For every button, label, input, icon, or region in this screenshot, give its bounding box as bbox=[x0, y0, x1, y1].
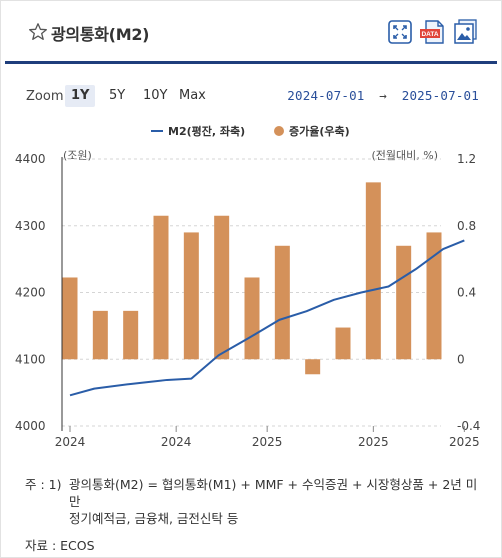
date-to[interactable]: 2025-07-01 bbox=[401, 88, 479, 103]
bar-growth bbox=[123, 310, 139, 360]
star-icon[interactable] bbox=[28, 22, 48, 42]
x-tick-label: 2025 bbox=[358, 435, 389, 449]
note-line-1: 광의통화(M2) = 협의통화(M1) + MMF + 수익증권 + 시장형상품… bbox=[69, 477, 478, 509]
bar-growth bbox=[426, 232, 442, 360]
bar-growth bbox=[244, 277, 260, 360]
series-line-m2 bbox=[69, 239, 465, 397]
source-text: 자료 : ECOS bbox=[25, 538, 95, 553]
image-download-icon bbox=[454, 19, 477, 44]
footnotes: 주 : 1) 광의통화(M2) = 협의통화(M1) + MMF + 수익증권 … bbox=[25, 476, 485, 554]
legend-label-bar: 증가율(우축) bbox=[289, 124, 350, 138]
bar-growth bbox=[62, 277, 78, 360]
x-tick-label: 2024 bbox=[161, 435, 192, 449]
note-prefix: 주 : 1) bbox=[25, 477, 62, 492]
bar-growth bbox=[183, 232, 199, 360]
card-header: 광의통화(M2) DATA bbox=[1, 1, 501, 63]
zoom-10y-button[interactable]: 10Y bbox=[143, 88, 168, 103]
left-tick-label: 4400 bbox=[15, 152, 46, 166]
x-tick-label: 2025 bbox=[252, 435, 283, 449]
fullscreen-button[interactable] bbox=[387, 19, 413, 45]
image-download-button[interactable] bbox=[453, 19, 479, 45]
header-divider bbox=[5, 61, 497, 64]
left-tick-label: 4000 bbox=[15, 419, 46, 433]
fullscreen-icon bbox=[388, 20, 412, 44]
date-range: 2024-07-01 → 2025-07-01 bbox=[287, 88, 479, 103]
data-download-button[interactable]: DATA bbox=[419, 19, 445, 45]
bar-growth bbox=[335, 327, 351, 360]
zoom-toolbar: Zoom 1Y 5Y 10Y Max 2024-07-01 → 2025-07-… bbox=[1, 83, 501, 109]
bar-growth bbox=[274, 245, 290, 360]
bar-growth bbox=[153, 215, 169, 360]
x-tick-label: 2024 bbox=[55, 435, 86, 449]
legend-label-line: M2(평잔, 좌축) bbox=[168, 124, 245, 138]
zoom-5y-button[interactable]: 5Y bbox=[109, 88, 126, 103]
zoom-max-button[interactable]: Max bbox=[179, 88, 206, 103]
data-download-icon: DATA bbox=[420, 20, 444, 44]
bar-growth bbox=[365, 182, 381, 360]
right-tick-label: 0.8 bbox=[457, 219, 476, 233]
bar-growth bbox=[305, 359, 321, 375]
left-axis-unit: (조원) bbox=[63, 149, 92, 162]
bar-growth bbox=[92, 310, 108, 360]
left-tick-label: 4100 bbox=[15, 352, 46, 366]
bar-growth bbox=[214, 215, 230, 360]
right-axis-unit: (전월대비, %) bbox=[371, 149, 438, 162]
x-tick-label: 2025 bbox=[449, 435, 480, 449]
right-tick-label: -0.4 bbox=[457, 419, 480, 433]
right-tick-label: 1.2 bbox=[457, 152, 476, 166]
left-tick-label: 4200 bbox=[15, 286, 46, 300]
chart-svg: M2(평잔, 좌축) 증가율(우축) (조원) (전월대비, %) 4000 4100 42… bbox=[15, 124, 480, 449]
date-arrow: → bbox=[379, 88, 387, 103]
zoom-1y-button[interactable]: 1Y bbox=[65, 85, 96, 107]
zoom-label: Zoom bbox=[26, 89, 64, 104]
legend-bar-swatch bbox=[274, 126, 284, 136]
right-tick-label: 0 bbox=[457, 352, 465, 366]
note-line-2: 정기예적금, 금융채, 금전신탁 등 bbox=[69, 511, 239, 526]
chart-title: 광의통화(M2) bbox=[51, 25, 150, 44]
right-tick-label: 0.4 bbox=[457, 286, 476, 300]
bar-growth bbox=[396, 245, 412, 360]
left-tick-label: 4300 bbox=[15, 219, 46, 233]
date-from[interactable]: 2024-07-01 bbox=[287, 88, 365, 103]
data-badge-text: DATA bbox=[421, 31, 438, 38]
